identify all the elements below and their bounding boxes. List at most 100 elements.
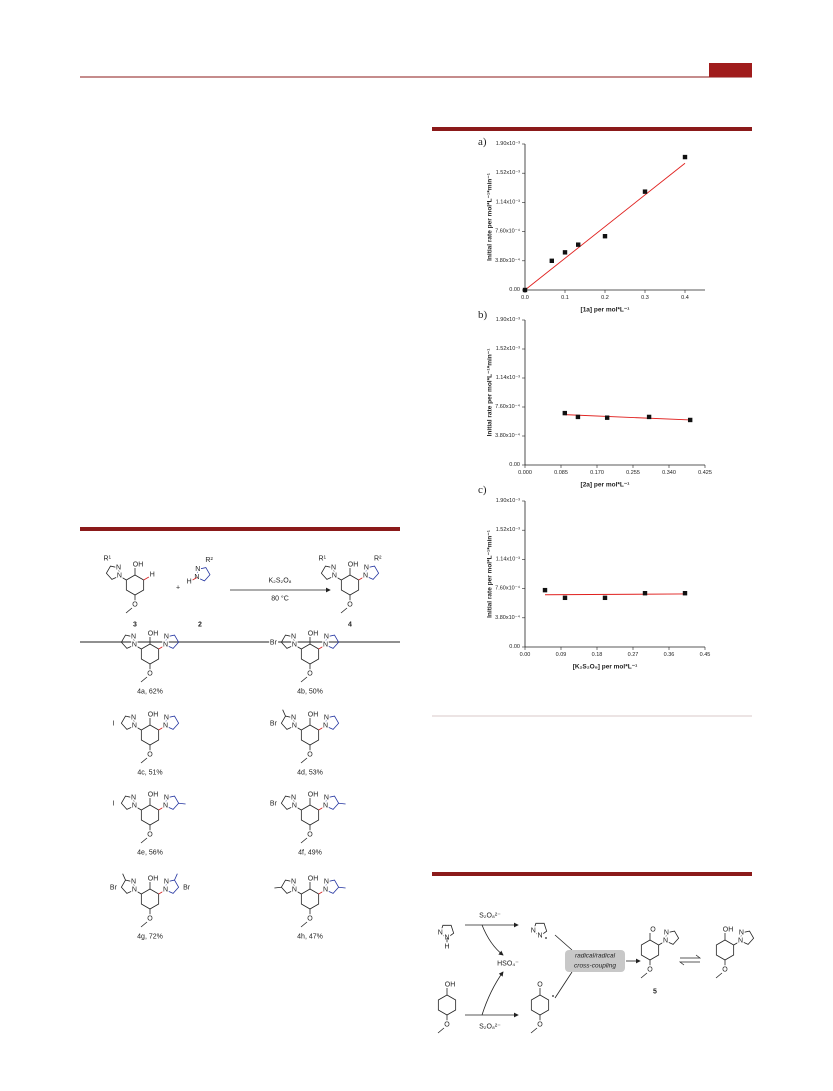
x-tick-label: 0.3 [641, 295, 649, 301]
bond [134, 725, 142, 731]
bond [338, 802, 346, 805]
y-tick-label: 0.00 [509, 287, 520, 293]
x-tick-label: 0.0 [521, 295, 529, 301]
bond [158, 725, 166, 731]
ring [165, 795, 180, 810]
atom-label: N [332, 573, 337, 580]
bond [340, 607, 348, 614]
y-tick-label: 1.14x10⁻³ [496, 199, 520, 205]
compound-label: 4c, 51% [137, 770, 162, 777]
bond [140, 837, 148, 844]
curved-arrow [481, 971, 504, 1016]
atom-label: H [444, 944, 449, 951]
x-tick-label: 0.18 [592, 652, 603, 658]
x-tick-label: 0.09 [556, 652, 567, 658]
y-tick-label: 1.52x10⁻³ [496, 346, 520, 352]
bond [158, 644, 166, 650]
bond [318, 889, 326, 895]
bond [640, 972, 648, 979]
x-tick-label: 0.36 [664, 652, 675, 658]
bond [338, 886, 346, 889]
atom-label: N [131, 714, 136, 721]
atom-label: I [112, 801, 114, 808]
step-text: radical/radical [575, 953, 616, 960]
y-tick-label: 1.90x10⁻³ [496, 141, 520, 147]
atom-label: O [147, 671, 153, 678]
atom-label: OH [308, 792, 319, 799]
atom-label: Br [183, 885, 191, 892]
reagent: K₂S₂O₈ [268, 578, 291, 585]
bond [174, 873, 178, 881]
ring [165, 634, 180, 649]
atom-label: O [444, 1022, 450, 1029]
bond [715, 972, 723, 979]
bond [192, 577, 198, 581]
atom-label: Br [270, 640, 278, 647]
x-tick-label: 0.085 [554, 470, 568, 476]
step-text: cross-coupling [574, 963, 616, 970]
atom-label: N [163, 887, 168, 894]
curved-arrow [481, 924, 504, 956]
data-point [562, 250, 568, 255]
compound-label: 4 [348, 622, 352, 629]
y-tick-label: 1.52x10⁻³ [496, 527, 520, 533]
atom-label: N [164, 633, 169, 640]
atom-label: O [147, 752, 153, 759]
ring [665, 930, 680, 945]
atom-label: H [150, 572, 155, 579]
atom-label: N [291, 878, 296, 885]
atom-label: N [323, 642, 328, 649]
bond [134, 644, 142, 650]
atom-label: N [323, 803, 328, 810]
atom-label: N [195, 566, 200, 573]
oxidant: S₂O₈²⁻ [479, 913, 501, 920]
header-block [709, 63, 752, 77]
atom-label: O [347, 602, 353, 609]
atom-label: N [664, 929, 669, 936]
y-tick-label: 7.60x10⁻⁴ [495, 228, 520, 235]
bond [658, 940, 666, 946]
data-point [682, 154, 688, 160]
atom-label: O [147, 832, 153, 839]
data-point [646, 414, 652, 420]
ring [532, 922, 548, 937]
x-axis-title: [K₂S₂O₈] per mol*L⁻¹ [573, 664, 638, 671]
conditions: 80 °C [271, 595, 289, 603]
bond [300, 837, 308, 844]
x-axis-title: [1a] per mol*L⁻¹ [581, 307, 630, 314]
atom-label: N [292, 642, 297, 649]
atom-label: N [132, 887, 137, 894]
bond [530, 1027, 538, 1034]
atom-label: O [147, 916, 153, 923]
step-box [565, 950, 625, 972]
bond [143, 576, 150, 581]
data-point [682, 591, 688, 596]
equilibrium-arrow [678, 961, 700, 966]
fit-line [544, 593, 686, 596]
atom-label: N [537, 933, 542, 940]
atom-label: N [164, 794, 169, 801]
atom-label: N [324, 878, 329, 885]
atom-label: Br [110, 885, 118, 892]
atom-label: OH [723, 927, 734, 934]
ring [325, 879, 340, 894]
x-tick-label: 0.2 [601, 295, 609, 301]
bond [274, 886, 282, 889]
bond [300, 757, 308, 764]
atom-label: O [537, 1022, 543, 1029]
atom-label: N [323, 887, 328, 894]
bond [294, 805, 302, 811]
bond [300, 676, 308, 683]
bond [437, 1027, 445, 1034]
atom-label: O [132, 602, 138, 609]
y-axis-title: Initial rate per mol*L⁻¹*min⁻¹ [487, 349, 494, 437]
ring [165, 879, 180, 894]
x-tick-label: 0.45 [700, 652, 711, 658]
atom-label: Br [270, 801, 278, 808]
data-point [642, 189, 648, 194]
bond [318, 725, 326, 731]
atom-label: N [331, 564, 336, 571]
y-tick-label: 3.80x10⁻⁴ [495, 432, 520, 439]
compound-label: 4g, 72% [137, 934, 163, 941]
